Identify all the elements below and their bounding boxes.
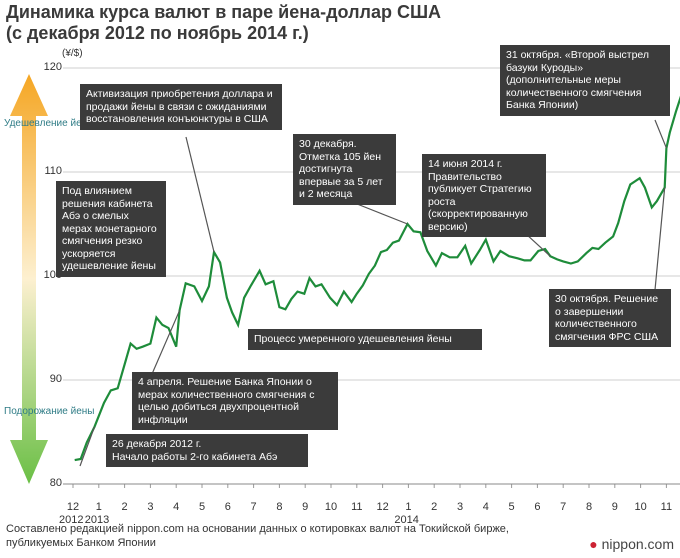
x-tick-label: 2 bbox=[121, 501, 128, 513]
source-line-2: публикуемых Банком Японии bbox=[6, 537, 156, 549]
note-105-yen: 30 декабря. Отметка 105 йен достигнута в… bbox=[293, 134, 396, 205]
note-growth-strategy: 14 июня 2014 г. Правительство публикует … bbox=[422, 154, 546, 237]
yen-direction-arrow-shape bbox=[10, 74, 48, 484]
x-tick-label: 3 bbox=[456, 501, 464, 513]
x-tick-label: 3 bbox=[147, 501, 154, 513]
note-kuroda-bazooka: 31 октября. «Второй выстрел базуки Курод… bbox=[500, 45, 670, 116]
nippon-logo[interactable]: ● nippon.com bbox=[589, 536, 674, 552]
x-tick-label: 4 bbox=[173, 501, 180, 513]
note-moderate-weakening: Процесс умеренного удешевления йены bbox=[248, 329, 482, 350]
x-tick-label: 10 bbox=[324, 501, 338, 513]
x-tick-label: 7 bbox=[250, 501, 257, 513]
logo-text: nippon.com bbox=[601, 536, 674, 552]
x-tick-label: 10 bbox=[634, 501, 647, 513]
x-tick-label: 12 bbox=[376, 501, 389, 513]
x-tick-label: 6 bbox=[224, 501, 231, 513]
title-line-2: (с декабря 2012 по ноябрь 2014 г.) bbox=[6, 23, 309, 43]
year-label: 2013 bbox=[84, 514, 110, 526]
x-tick-label: 4 bbox=[482, 501, 489, 513]
x-tick-label: 9 bbox=[302, 501, 309, 513]
y-tick-label: 110 bbox=[44, 165, 62, 177]
annotation-connector bbox=[654, 119, 667, 149]
x-tick-label: 6 bbox=[534, 501, 541, 513]
chart-title: Динамика курса валют в паре йена-доллар … bbox=[6, 2, 441, 44]
x-tick-label: 8 bbox=[276, 501, 283, 513]
title-line-1: Динамика курса валют в паре йена-доллар … bbox=[6, 2, 442, 22]
logo-dot-icon: ● bbox=[589, 536, 602, 552]
x-tick-label: 1 bbox=[95, 501, 102, 513]
x-tick-label: 2 bbox=[431, 501, 438, 513]
y-tick-label: 90 bbox=[49, 373, 62, 385]
annotation-connector bbox=[151, 310, 181, 375]
annotation-connector bbox=[79, 426, 96, 467]
note-dollar-buying: Активизация приобретения доллара и прода… bbox=[80, 84, 282, 130]
x-tick-label: 1 bbox=[405, 501, 412, 513]
source-line-1: Составлено редакцией nippon.com на основ… bbox=[6, 523, 509, 535]
x-tick-label: 12 bbox=[66, 501, 80, 513]
y-tick-label: 80 bbox=[49, 477, 62, 489]
note-abe-cabinet: 26 декабря 2012 г. Начало работы 2-го ка… bbox=[106, 434, 308, 467]
year-label: 2014 bbox=[394, 514, 419, 526]
label-yen-weaker: Удешевление йены bbox=[4, 118, 95, 129]
source-note: Составлено редакцией nippon.com на основ… bbox=[6, 522, 509, 550]
x-tick-label: 8 bbox=[585, 501, 593, 513]
y-tick-label: 120 bbox=[43, 61, 62, 73]
year-label: 2012 bbox=[59, 514, 84, 526]
y-unit-label: (¥/$) bbox=[62, 48, 83, 59]
note-monetary-easing: Под влиянием решения кабинета Абэ о смел… bbox=[56, 181, 166, 277]
label-yen-stronger: Подорожание йены bbox=[4, 406, 95, 417]
note-fed-qe-end: 30 октября. Решение о завершении количес… bbox=[549, 289, 671, 347]
x-tick-label: 7 bbox=[560, 501, 567, 513]
x-tick-label: 9 bbox=[611, 501, 618, 513]
annotation-connector bbox=[185, 136, 215, 253]
note-boj-april: 4 апреля. Решение Банка Японии о мерах к… bbox=[132, 372, 338, 430]
x-tick-label: 11 bbox=[351, 501, 363, 513]
annotation-connector bbox=[654, 187, 666, 291]
x-tick-label: 5 bbox=[508, 501, 515, 513]
x-tick-label: 5 bbox=[198, 501, 206, 513]
x-tick-label: 11 bbox=[660, 501, 673, 513]
exchange-rate-line bbox=[74, 95, 680, 462]
